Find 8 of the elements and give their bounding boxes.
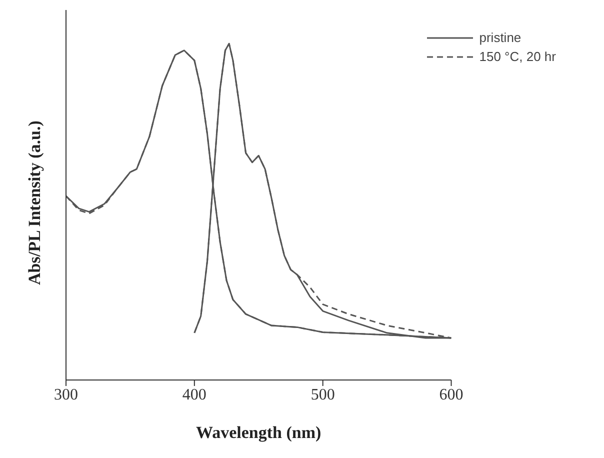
x-tick-label: 300 — [54, 386, 78, 404]
y-axis-title: Abs/PL Intensity (a.u.) — [25, 120, 44, 285]
x-tick-label: 500 — [310, 386, 335, 404]
x-tick-label: 600 — [439, 386, 464, 404]
legend-label: 150 °C, 20 hr — [479, 49, 556, 64]
x-tick-label: 400 — [182, 386, 206, 404]
x-axis-title: Wavelength (nm) — [196, 423, 322, 442]
legend-label: pristine — [479, 30, 522, 45]
